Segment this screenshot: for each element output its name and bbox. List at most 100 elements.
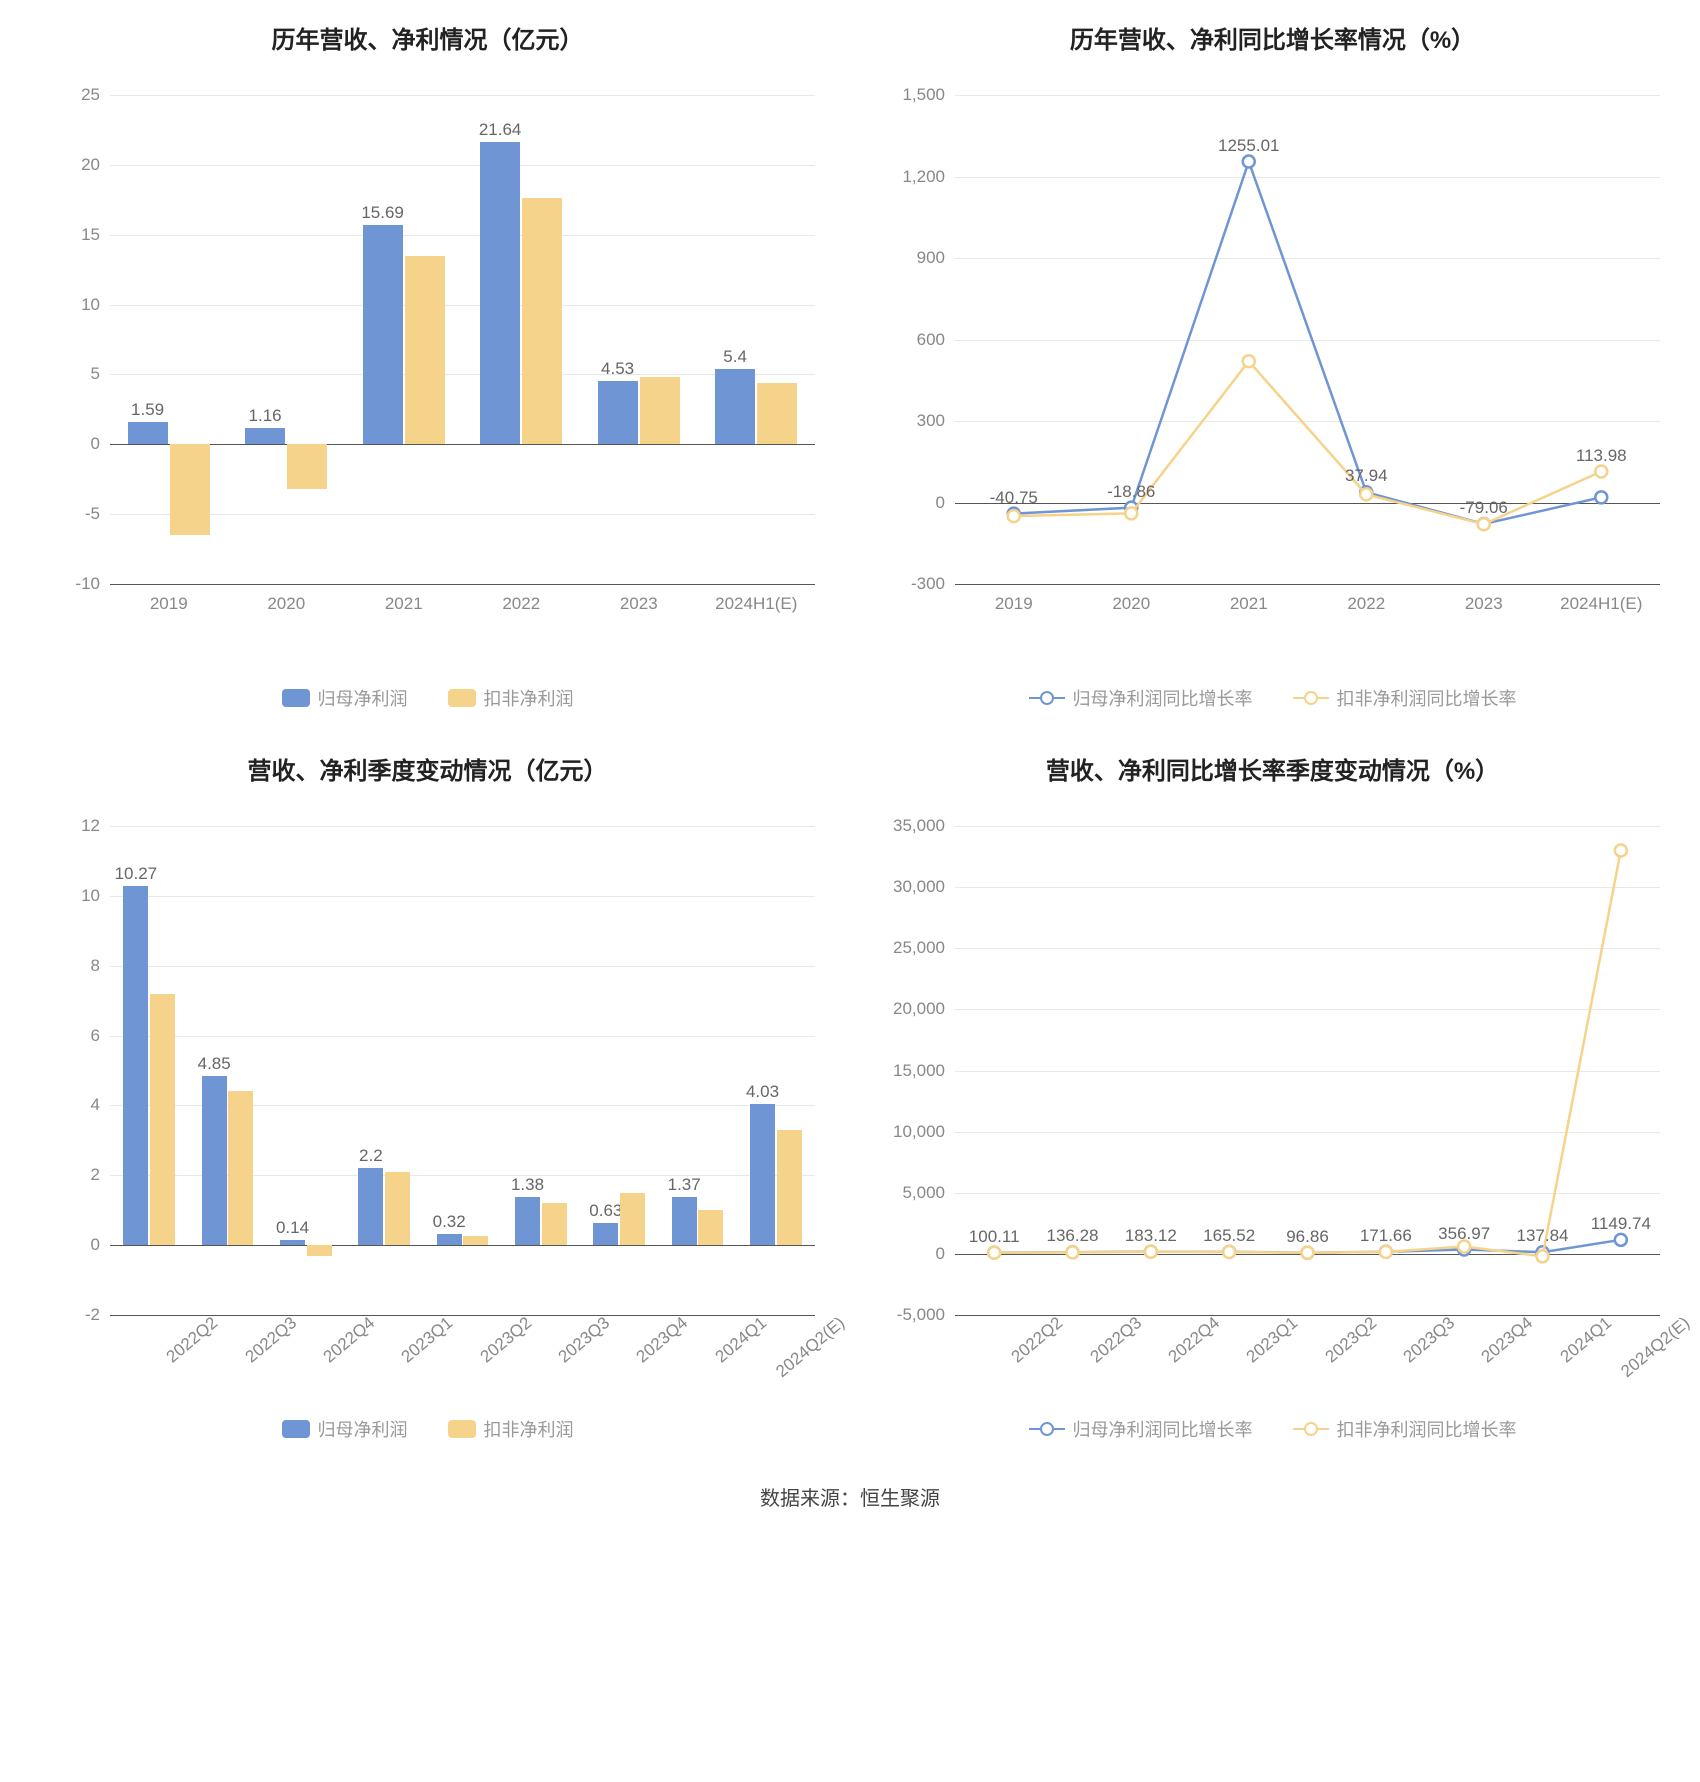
x-tick-label: 2020 bbox=[1112, 594, 1150, 614]
x-tick-label: 2020 bbox=[267, 594, 305, 614]
y-tick-label: 0 bbox=[885, 1244, 945, 1264]
marker bbox=[1478, 518, 1490, 530]
value-label: -79.06 bbox=[1460, 498, 1508, 518]
panel-bottom-left: 营收、净利季度变动情况（亿元） -20246810122022Q22022Q32… bbox=[20, 751, 835, 1442]
series-line bbox=[994, 850, 1621, 1256]
marker bbox=[988, 1247, 1000, 1259]
chart-title: 营收、净利季度变动情况（亿元） bbox=[248, 751, 608, 786]
y-tick-label: 0 bbox=[40, 1235, 100, 1255]
bar bbox=[750, 1104, 775, 1245]
y-tick-label: 0 bbox=[885, 493, 945, 513]
value-label: -18.86 bbox=[1107, 482, 1155, 502]
series-line bbox=[1014, 162, 1602, 524]
legend-label: 扣非净利润 bbox=[484, 685, 574, 711]
bar bbox=[358, 1168, 383, 1245]
value-label: 0.14 bbox=[276, 1218, 309, 1238]
value-label: 4.85 bbox=[198, 1054, 231, 1074]
bar bbox=[245, 428, 285, 444]
value-label: 1.59 bbox=[131, 400, 164, 420]
bar bbox=[640, 377, 680, 444]
value-label: 1149.74 bbox=[1591, 1214, 1651, 1234]
value-label: 356.97 bbox=[1438, 1224, 1490, 1244]
chart-title: 历年营收、净利情况（亿元） bbox=[272, 20, 584, 55]
y-tick-label: 25,000 bbox=[885, 938, 945, 958]
value-label: 1.38 bbox=[511, 1175, 544, 1195]
y-tick-label: -5 bbox=[40, 504, 100, 524]
data-source-label: 数据来源：恒生聚源 bbox=[20, 1482, 1680, 1511]
marker bbox=[1243, 156, 1255, 168]
bar bbox=[385, 1172, 410, 1245]
legend-item: 归母净利润同比增长率 bbox=[1029, 1416, 1253, 1442]
value-label: 136.28 bbox=[1047, 1226, 1099, 1246]
y-tick-label: -2 bbox=[40, 1305, 100, 1325]
y-tick-label: 5 bbox=[40, 364, 100, 384]
bar bbox=[515, 1197, 540, 1245]
marker bbox=[1615, 1234, 1627, 1246]
bar bbox=[620, 1193, 645, 1245]
legend-swatch bbox=[282, 689, 310, 707]
legend-line-icon bbox=[1029, 1428, 1065, 1430]
x-tick-label: 2022 bbox=[502, 594, 540, 614]
chart-box-bl: -20246810122022Q22022Q32022Q42023Q12023Q… bbox=[20, 806, 835, 1386]
y-tick-label: -10 bbox=[40, 574, 100, 594]
marker bbox=[1360, 488, 1372, 500]
legend-item: 归母净利润同比增长率 bbox=[1029, 685, 1253, 711]
bar bbox=[128, 422, 168, 444]
legend-tr: 归母净利润同比增长率 扣非净利润同比增长率 bbox=[1029, 685, 1517, 711]
marker bbox=[1537, 1250, 1549, 1262]
y-tick-label: 1,200 bbox=[885, 167, 945, 187]
bar bbox=[202, 1076, 227, 1245]
value-label: 4.03 bbox=[746, 1082, 779, 1102]
bar bbox=[307, 1245, 332, 1255]
x-tick-label: 2024H1(E) bbox=[715, 594, 797, 614]
gridline bbox=[110, 95, 815, 96]
x-tick-label: 2023 bbox=[1465, 594, 1503, 614]
legend-item: 归母净利润 bbox=[282, 1416, 408, 1442]
legend-line-icon bbox=[1293, 697, 1329, 699]
y-tick-label: 5,000 bbox=[885, 1183, 945, 1203]
legend-item: 扣非净利润同比增长率 bbox=[1293, 685, 1517, 711]
y-tick-label: 2 bbox=[40, 1165, 100, 1185]
gridline bbox=[110, 165, 815, 166]
x-tick-label: 2022 bbox=[1347, 594, 1385, 614]
gridline bbox=[110, 305, 815, 306]
panel-top-right: 历年营收、净利同比增长率情况（%） -30003006009001,2001,5… bbox=[865, 20, 1680, 711]
y-tick-label: 15,000 bbox=[885, 1061, 945, 1081]
bar bbox=[363, 225, 403, 444]
value-label: 10.27 bbox=[115, 864, 158, 884]
x-tick-label: 2023 bbox=[620, 594, 658, 614]
value-label: 2.2 bbox=[359, 1146, 383, 1166]
value-label: 137.84 bbox=[1517, 1226, 1569, 1246]
marker bbox=[1243, 355, 1255, 367]
panel-top-left: 历年营收、净利情况（亿元） -10-5051015202520192020202… bbox=[20, 20, 835, 711]
bar bbox=[542, 1203, 567, 1245]
value-label: 0.32 bbox=[433, 1212, 466, 1232]
legend-bl: 归母净利润 扣非净利润 bbox=[282, 1416, 574, 1442]
legend-item: 扣非净利润 bbox=[448, 1416, 574, 1442]
y-tick-label: 0 bbox=[40, 434, 100, 454]
legend-item: 扣非净利润 bbox=[448, 685, 574, 711]
legend-label: 扣非净利润同比增长率 bbox=[1337, 685, 1517, 711]
chart-box-br: -5,00005,00010,00015,00020,00025,00030,0… bbox=[865, 806, 1680, 1386]
y-tick-label: 12 bbox=[40, 816, 100, 836]
legend-label: 归母净利润 bbox=[318, 1416, 408, 1442]
x-tick-label: 2019 bbox=[150, 594, 188, 614]
line-svg bbox=[955, 95, 1660, 584]
y-tick-label: 10 bbox=[40, 886, 100, 906]
y-tick-label: 10 bbox=[40, 295, 100, 315]
marker bbox=[1223, 1246, 1235, 1258]
legend-item: 归母净利润 bbox=[282, 685, 408, 711]
gridline bbox=[110, 235, 815, 236]
y-tick-label: 35,000 bbox=[885, 816, 945, 836]
value-label: 15.69 bbox=[361, 203, 404, 223]
y-tick-label: 900 bbox=[885, 248, 945, 268]
panel-bottom-right: 营收、净利同比增长率季度变动情况（%） -5,00005,00010,00015… bbox=[865, 751, 1680, 1442]
bar bbox=[698, 1210, 723, 1245]
bar bbox=[777, 1130, 802, 1245]
legend-label: 归母净利润同比增长率 bbox=[1073, 1416, 1253, 1442]
marker bbox=[1125, 507, 1137, 519]
value-label: 171.66 bbox=[1360, 1226, 1412, 1246]
series-line bbox=[1014, 361, 1602, 524]
value-label: 165.52 bbox=[1203, 1226, 1255, 1246]
value-label: 1255.01 bbox=[1218, 136, 1279, 156]
